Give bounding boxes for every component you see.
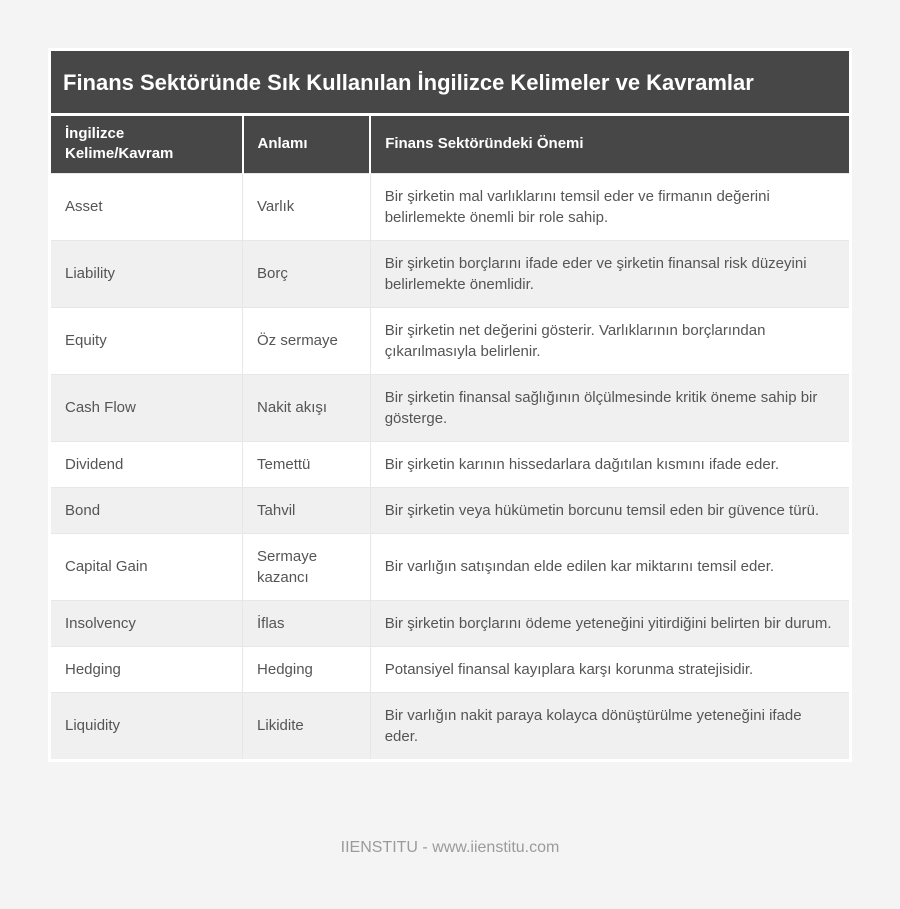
table-body: Asset Varlık Bir şirketin mal varlıkları… — [51, 172, 849, 759]
meaning-cell: Tahvil — [242, 486, 371, 534]
importance-cell: Bir şirketin net değerini gösterir. Varl… — [369, 306, 849, 375]
meaning-cell: Likidite — [242, 691, 371, 759]
term-cell: Capital Gain — [51, 532, 243, 601]
table-header: İngilizce Kelime/Kavram Anlamı Finans Se… — [51, 113, 849, 174]
table-row: Liquidity Likidite Bir varlığın nakit pa… — [51, 691, 849, 759]
table-row: Equity Öz sermaye Bir şirketin net değer… — [51, 306, 849, 375]
table-row: Insolvency İflas Bir şirketin borçlarını… — [51, 599, 849, 647]
table-row: Bond Tahvil Bir şirketin veya hükümetin … — [51, 486, 849, 534]
vocabulary-card: Finans Sektöründe Sık Kullanılan İngiliz… — [48, 48, 852, 762]
table-row: Capital Gain Sermaye kazancı Bir varlığı… — [51, 532, 849, 601]
importance-cell: Bir şirketin finansal sağlığının ölçülme… — [369, 373, 849, 442]
column-header-term: İngilizce Kelime/Kavram — [51, 113, 243, 174]
meaning-cell: Öz sermaye — [242, 306, 371, 375]
importance-cell: Bir varlığın nakit paraya kolayca dönüşt… — [369, 691, 849, 759]
card-title: Finans Sektöründe Sık Kullanılan İngiliz… — [51, 51, 849, 114]
meaning-cell: Nakit akışı — [242, 373, 371, 442]
column-header-importance: Finans Sektöründeki Önemi — [369, 113, 849, 174]
table-row: Asset Varlık Bir şirketin mal varlıkları… — [51, 172, 849, 241]
meaning-cell: Temettü — [242, 440, 371, 488]
meaning-cell: Sermaye kazancı — [242, 532, 371, 601]
importance-cell: Bir şirketin borçlarını ifade eder ve şi… — [369, 239, 849, 308]
meaning-cell: Varlık — [242, 172, 371, 241]
term-cell: Equity — [51, 306, 243, 375]
term-cell: Dividend — [51, 440, 243, 488]
term-cell: Liquidity — [51, 691, 243, 759]
term-cell: Insolvency — [51, 599, 243, 647]
term-cell: Hedging — [51, 645, 243, 693]
table-row: Dividend Temettü Bir şirketin karının hi… — [51, 440, 849, 488]
importance-cell: Bir şirketin karının hissedarlara dağıtı… — [369, 440, 849, 488]
term-cell: Asset — [51, 172, 243, 241]
table-row: Liability Borç Bir şirketin borçlarını i… — [51, 239, 849, 308]
vocabulary-table: İngilizce Kelime/Kavram Anlamı Finans Se… — [51, 113, 849, 759]
term-cell: Cash Flow — [51, 373, 243, 442]
meaning-cell: Hedging — [242, 645, 371, 693]
meaning-cell: İflas — [242, 599, 371, 647]
table-row: Hedging Hedging Potansiyel finansal kayı… — [51, 645, 849, 693]
header-row: İngilizce Kelime/Kavram Anlamı Finans Se… — [51, 113, 849, 174]
table-row: Cash Flow Nakit akışı Bir şirketin finan… — [51, 373, 849, 442]
footer-credit: IIENSTITU - www.iienstitu.com — [340, 839, 560, 856]
importance-cell: Bir şirketin mal varlıklarını temsil ede… — [369, 172, 849, 241]
meaning-cell: Borç — [242, 239, 371, 308]
importance-cell: Bir varlığın satışından elde edilen kar … — [369, 532, 849, 601]
importance-cell: Bir şirketin borçlarını ödeme yeteneğini… — [369, 599, 849, 647]
term-cell: Liability — [51, 239, 243, 308]
column-header-meaning: Anlamı — [241, 113, 371, 174]
importance-cell: Potansiyel finansal kayıplara karşı koru… — [369, 645, 849, 693]
term-cell: Bond — [51, 486, 243, 534]
importance-cell: Bir şirketin veya hükümetin borcunu tems… — [369, 486, 849, 534]
